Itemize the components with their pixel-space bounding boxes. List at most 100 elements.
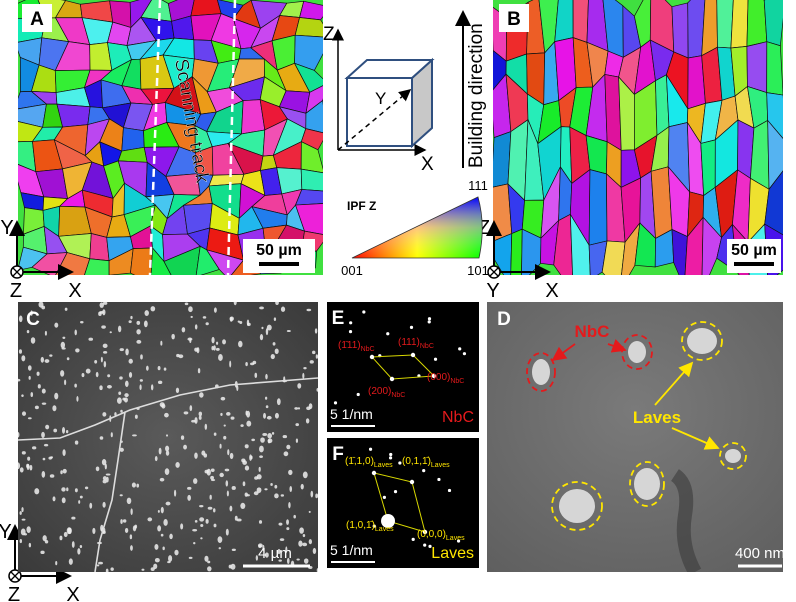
precipitate [130, 545, 133, 551]
precipitate [77, 548, 81, 555]
sem-image [18, 302, 318, 572]
precipitate [100, 356, 103, 363]
precipitate [210, 475, 214, 480]
precipitate [99, 310, 104, 314]
diffraction-spot [356, 392, 360, 397]
precipitate [128, 358, 133, 364]
precipitate [229, 360, 232, 368]
precipitate [21, 518, 26, 521]
precipitate [26, 463, 30, 471]
precipitate [107, 374, 111, 378]
particle-outline [681, 321, 723, 361]
precipitate [147, 517, 153, 522]
ipf-outline [351, 196, 483, 259]
precipitate [157, 510, 160, 513]
precipitate [103, 361, 107, 368]
diffraction-spot [409, 479, 415, 485]
precipitate [245, 362, 248, 367]
ipf-corner: 111 [468, 178, 488, 193]
diffraction-spot [388, 456, 393, 460]
precipitate [157, 365, 161, 371]
precipitate [110, 432, 113, 438]
diffraction-spot [349, 321, 353, 325]
spot-index: (200)NbC [368, 386, 405, 399]
precipitate [154, 558, 160, 563]
scale-label: 50 µm [731, 242, 777, 259]
particle-outline [551, 481, 603, 531]
precipitate [223, 435, 227, 440]
precipitate [176, 353, 180, 358]
grain [163, 245, 201, 275]
precipitate [286, 444, 291, 450]
precipitate [165, 450, 170, 456]
diffraction-spot [411, 537, 415, 541]
precipitate [21, 394, 24, 398]
precipitate [106, 476, 109, 483]
precipitate [26, 526, 31, 533]
precipitate [280, 306, 286, 312]
precipitate [163, 367, 167, 371]
precipitate [175, 461, 180, 468]
subscript: Laves [375, 526, 394, 533]
precipitate [286, 527, 290, 531]
precipitate [295, 423, 300, 427]
precipitate [28, 542, 32, 548]
precipitate [132, 434, 137, 437]
precipitate [302, 471, 308, 479]
precipitate [157, 380, 163, 385]
precipitate [162, 546, 165, 551]
precipitate [265, 373, 268, 380]
diffraction-spot [422, 529, 428, 535]
ebsd-map: Scanning track [18, 0, 323, 275]
precipitate [89, 502, 93, 509]
precipitate [66, 487, 69, 492]
precipitate [309, 360, 314, 364]
precipitate [41, 402, 47, 405]
precipitate [302, 372, 305, 379]
label-box [499, 4, 529, 32]
precipitate [207, 560, 211, 564]
precipitate [158, 447, 162, 455]
precipitate [173, 489, 177, 497]
precipitate [62, 449, 66, 457]
precipitate [194, 324, 198, 330]
precipitate [278, 522, 283, 526]
pointer [671, 427, 720, 450]
precipitate [306, 308, 312, 312]
panel-label: D [497, 309, 511, 330]
precipitate [174, 549, 179, 556]
axis-label: Z [8, 584, 20, 602]
scale-label: 4 µm [258, 545, 292, 562]
precipitate [119, 494, 123, 497]
precipitate [66, 357, 70, 361]
precipitate [153, 563, 158, 569]
precipitate [187, 337, 193, 341]
precipitate [183, 411, 189, 415]
precipitate [102, 479, 107, 484]
spot-index: (1,0,1̄)Laves [346, 520, 394, 533]
precipitate [160, 533, 164, 537]
precipitate [189, 405, 193, 412]
precipitate [42, 535, 47, 542]
diffraction-spot [389, 376, 395, 382]
precipitate [215, 347, 220, 351]
precipitate [167, 561, 171, 564]
index: (111) [398, 337, 420, 348]
precipitate [18, 315, 23, 323]
grain [730, 0, 749, 49]
precipitate [64, 307, 68, 311]
precipitate [296, 558, 300, 561]
subscript: Laves [431, 462, 450, 469]
precipitate [315, 493, 318, 499]
precipitate [285, 546, 288, 553]
precipitate [259, 445, 264, 453]
precipitate [62, 336, 66, 340]
precipitate [21, 507, 24, 513]
precipitate [20, 528, 26, 536]
index: (1̄,1,0) [345, 456, 374, 467]
precipitate [239, 321, 243, 324]
precipitate [124, 393, 129, 398]
precipitate [259, 455, 263, 458]
index: (1,0,1̄) [346, 520, 375, 531]
